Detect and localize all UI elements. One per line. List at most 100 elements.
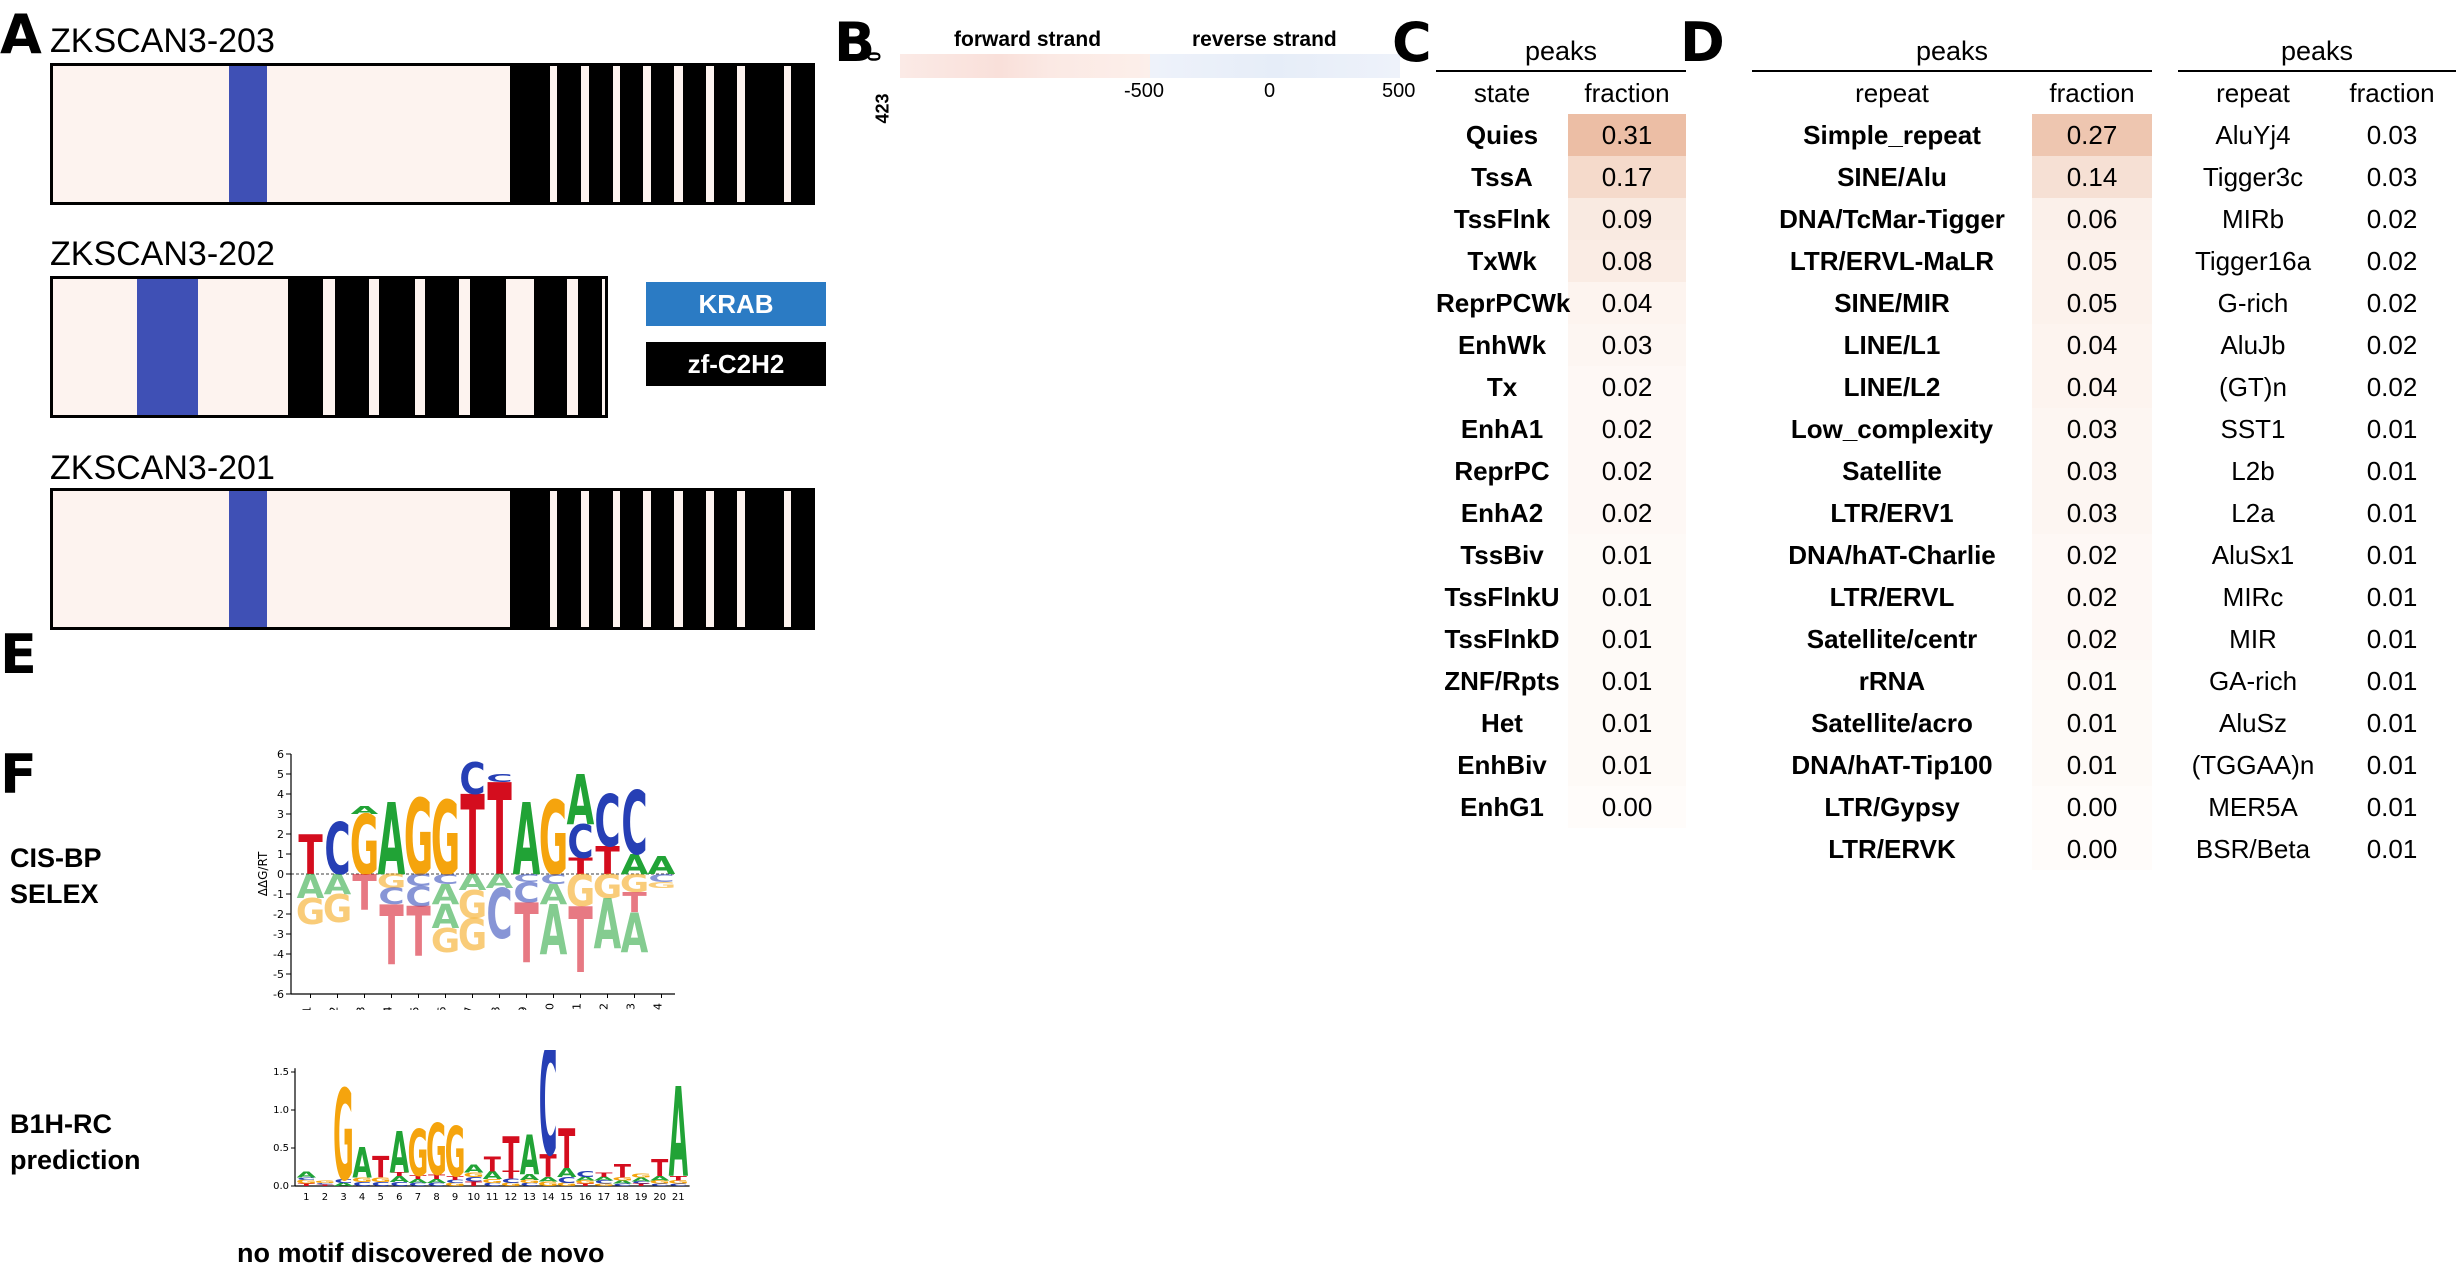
logo-letter-A: A (483, 1169, 503, 1181)
row-label: LINE/L2 (1843, 372, 1941, 402)
row-label: AluSx1 (2211, 540, 2295, 570)
logo-letter-T: T (298, 823, 323, 887)
logo-letter-T: T (502, 1169, 520, 1181)
fraction-cell-shade (2032, 786, 2152, 828)
row-label: MIR (2229, 624, 2277, 654)
row-label: TxWk (1467, 246, 1537, 276)
row-label: AluJb (2220, 330, 2286, 360)
row-value: 0.02 (2366, 288, 2418, 318)
negative-letter: G (620, 870, 649, 898)
negative-letter: G (458, 911, 487, 961)
logo-letter-G: G (593, 868, 622, 906)
zf-c2h2-domain (713, 491, 738, 627)
y-tick-label: 3 (277, 808, 284, 821)
fraction-cell-shade (1568, 198, 1686, 240)
fraction-cell-shade (2032, 618, 2152, 660)
logo-letter-T: T (391, 1172, 409, 1178)
logo2-label: B1H-RC prediction (10, 1106, 141, 1178)
y-tick-label: -2 (273, 908, 284, 921)
logo-letter-A: A (538, 1176, 559, 1183)
logo-letter-G: G (501, 1182, 522, 1187)
row-label: LTR/ERVL (1829, 582, 1955, 612)
logo-letter-C: C (316, 1183, 334, 1185)
logo-letter-T: T (614, 1161, 631, 1183)
logo-letter-G: G (649, 1180, 670, 1185)
fraction-cell-shade (1568, 492, 1686, 534)
logo-letter-G: G (431, 922, 460, 960)
logo-letter-C: C (409, 1182, 427, 1187)
panel-label-a: A (0, 3, 42, 66)
row-value: 0.01 (2066, 750, 2118, 780)
fraction-cell-shade (2032, 450, 2152, 492)
logo-letter-C: C (648, 872, 674, 885)
row-value: 0.02 (1601, 372, 1653, 402)
logo-letter-T: T (670, 1175, 688, 1182)
negative-letter: A (432, 898, 460, 936)
x-tick-label: 4 (359, 1192, 365, 1203)
row-value: 0.01 (2366, 750, 2418, 780)
x-tick-label: 6 (436, 1007, 449, 1011)
row-value: 0.01 (2366, 414, 2418, 444)
negative-letter: A (459, 869, 487, 895)
row-label: AluYj4 (2215, 120, 2291, 150)
logo-letter-T: T (568, 853, 593, 879)
y-tick-label: 6 (277, 748, 284, 761)
logo-letter-C: C (324, 810, 350, 892)
y-tick-label: 1.5 (273, 1067, 289, 1078)
column-header: fraction (2049, 78, 2135, 108)
zf-c2h2-domain (589, 66, 613, 202)
logo-letter-T: T (633, 1183, 651, 1187)
logo-letter-A: A (297, 868, 325, 906)
logo-letter-A: A (408, 1178, 427, 1184)
negative-letter: A (540, 890, 568, 970)
logo-letter-C: C (650, 1183, 668, 1187)
panel-label-b: B (834, 11, 876, 74)
fraction-cell-shade (1568, 534, 1686, 576)
row-value: 0.02 (1601, 456, 1653, 486)
transcript-track (50, 276, 608, 418)
logo-letter-G: G (647, 881, 676, 891)
fraction-cell-shade (2032, 828, 2152, 870)
fraction-cell-shade (1568, 450, 1686, 492)
row-value: 0.01 (2066, 666, 2118, 696)
row-value: 0.02 (2366, 372, 2418, 402)
row-label: AluSz (2219, 708, 2287, 738)
row-label: rRNA (1858, 666, 1926, 696)
row-label: DNA/hAT-Tip100 (1791, 750, 1993, 780)
zf-c2h2-domain (713, 66, 738, 202)
zf-c2h2-domain (619, 491, 644, 627)
row-value: 0.01 (1601, 624, 1653, 654)
row-value: 0.01 (2366, 456, 2418, 486)
row-value: 0.02 (2366, 330, 2418, 360)
negative-letter: G (647, 881, 676, 891)
row-value: 0.04 (2066, 372, 2118, 402)
logo-letter-G: G (482, 1178, 503, 1184)
row-label: TssBiv (1460, 540, 1544, 570)
fraction-cell-shade (1568, 576, 1686, 618)
row-value: 0.03 (2066, 414, 2118, 444)
row-value: 0.01 (2366, 708, 2418, 738)
logo-letter-A: A (390, 1121, 409, 1187)
row-value: 0.01 (2366, 540, 2418, 570)
panel-label-c: C (1392, 11, 1432, 74)
row-value: 0.02 (2066, 582, 2118, 612)
logo-letter-G: G (431, 779, 460, 898)
logo-letter-C: C (595, 1180, 613, 1185)
zf-c2h2-domain (650, 491, 675, 627)
row-label: Het (1481, 708, 1523, 738)
row-value: 0.01 (1601, 666, 1653, 696)
logo-letter-A: A (631, 1177, 650, 1183)
logo-letter-C: C (486, 772, 512, 785)
row-label: ReprPC (1454, 456, 1550, 486)
row-value: 0.02 (2366, 246, 2418, 276)
logo-letter-T: T (595, 839, 620, 884)
logo-letter-T: T (568, 889, 592, 994)
fraction-cell-shade (1568, 702, 1686, 744)
fraction-cell-shade (1568, 408, 1686, 450)
row-label: LINE/L1 (1843, 330, 1941, 360)
table-rule (1752, 70, 2152, 72)
zf-c2h2-domain (534, 279, 568, 415)
x-tick-label: 4 (382, 1007, 395, 1011)
no-motif-note: no motif discovered de novo (237, 1238, 605, 1268)
